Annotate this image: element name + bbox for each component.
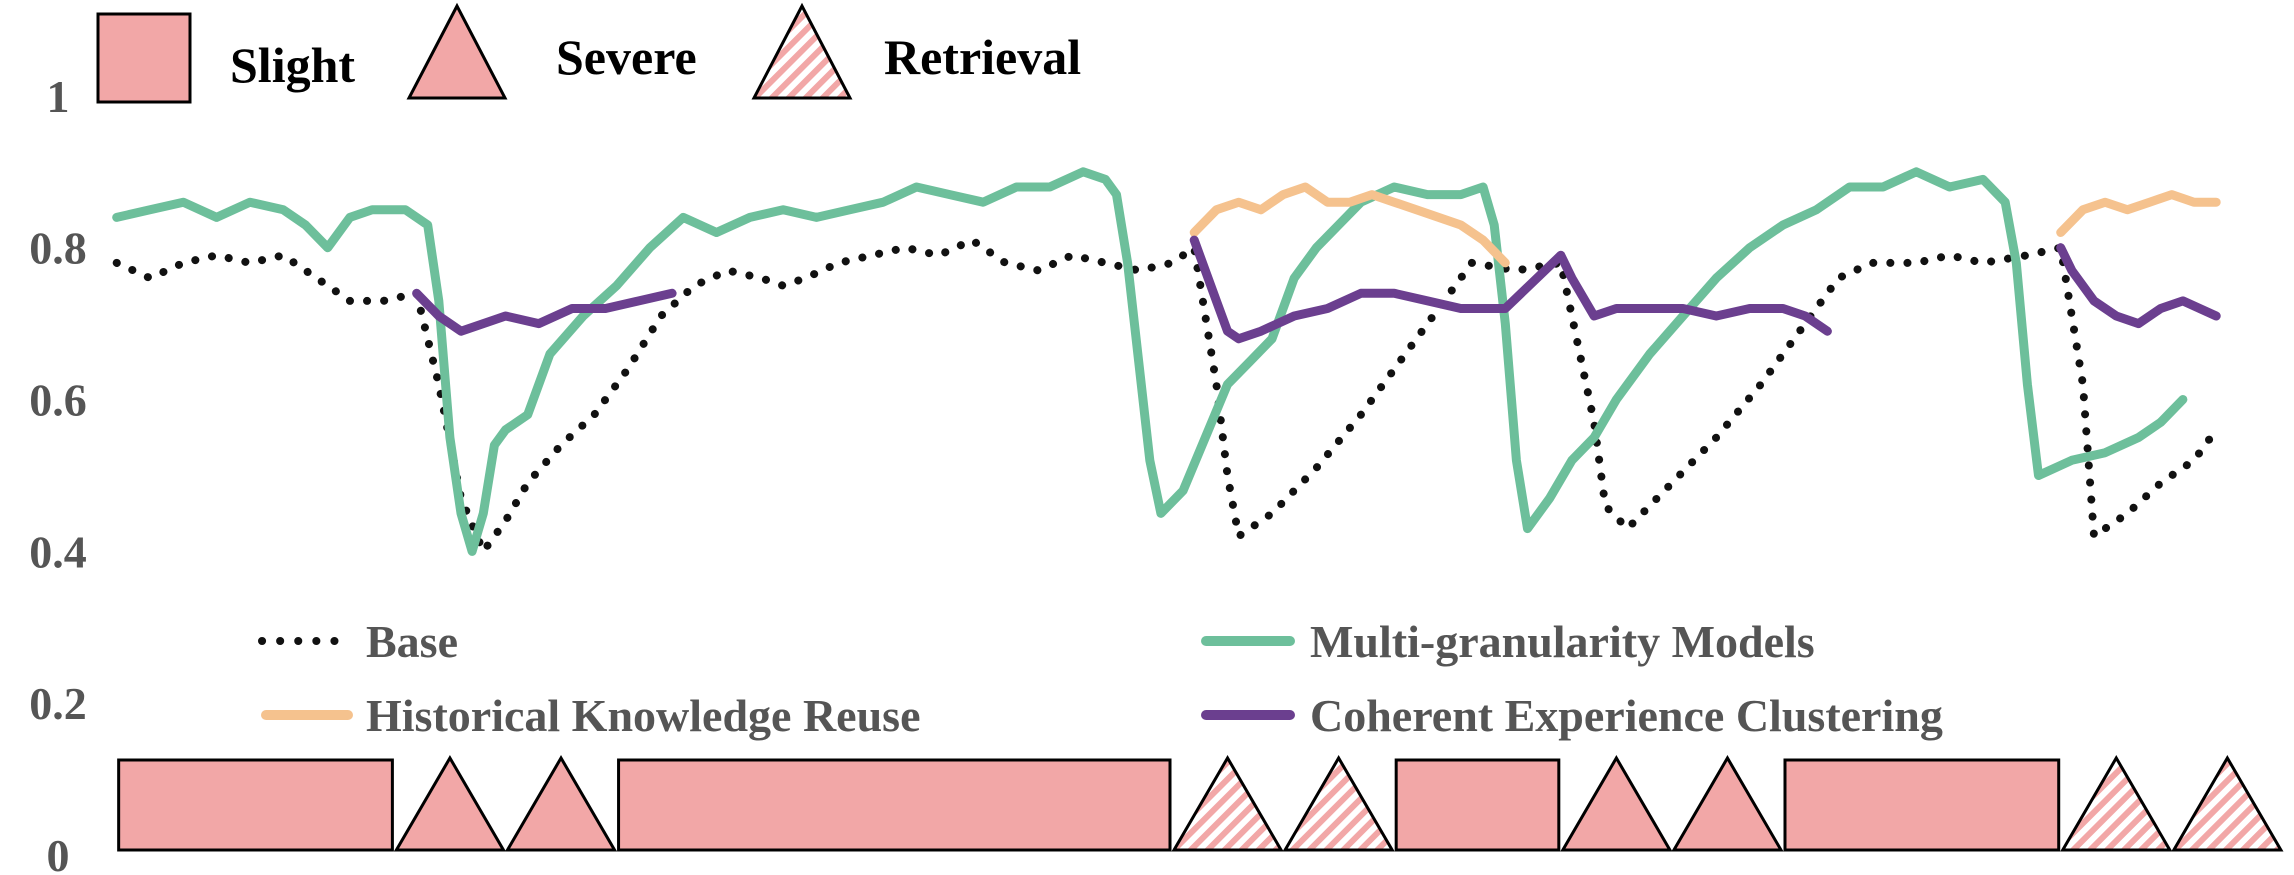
- phase-retrieval: [2171, 755, 2284, 852]
- phase-slight: [117, 758, 394, 852]
- series-layer: [112, 167, 2221, 556]
- phase-retrieval: [2060, 755, 2173, 852]
- legend-label-multi-granularity: Multi-granularity Models: [1310, 616, 1815, 667]
- legend-label-retrieval: Retrieval: [884, 29, 1081, 85]
- y-tick-label: 1: [47, 71, 70, 122]
- series-line-coherent-experience-clustering-2: [1189, 235, 1832, 344]
- phase-slight: [1394, 758, 1561, 852]
- phase-retrieval: [1171, 755, 1284, 852]
- shift-type-legend: Slight Severe Retrieval: [96, 2, 1081, 104]
- y-tick-label: 0.6: [29, 375, 87, 426]
- phase-severe: [1560, 755, 1673, 852]
- series-legend: Base Multi-granularity Models Historical…: [258, 616, 1943, 741]
- series-line-historical-knowledge-reuse-1: [1189, 182, 1510, 268]
- legend-swatch-slight: [96, 12, 192, 104]
- series-line-multi-granularity-models: [112, 167, 2188, 556]
- legend-swatch-severe: [406, 2, 508, 100]
- phase-severe: [504, 755, 618, 852]
- legend-label-severe: Severe: [556, 29, 697, 85]
- legend-label-coherent-experience: Coherent Experience Clustering: [1310, 690, 1943, 741]
- phase-severe: [393, 755, 507, 852]
- series-line-coherent-experience-clustering-3: [2056, 243, 2221, 329]
- y-tick-label: 0.4: [29, 526, 87, 577]
- legend-swatch-retrieval: [751, 2, 853, 100]
- phase-strip: [117, 755, 2284, 852]
- y-tick-label: 0.2: [29, 678, 87, 729]
- legend-label-base: Base: [366, 616, 458, 667]
- y-axis: 0 0.2 0.4 0.6 0.8 1: [29, 71, 87, 875]
- series-line-coherent-experience-clustering-1: [412, 288, 677, 336]
- legend-label-historical-knowledge: Historical Knowledge Reuse: [366, 690, 921, 741]
- phase-retrieval: [1282, 755, 1395, 852]
- phase-slight: [1783, 758, 2061, 852]
- phase-severe: [1671, 755, 1784, 852]
- legend-label-slight: Slight: [230, 37, 355, 93]
- y-tick-label: 0: [47, 830, 70, 875]
- y-tick-label: 0.8: [29, 223, 87, 274]
- series-line-historical-knowledge-reuse-2: [2056, 190, 2221, 237]
- phase-slight: [617, 758, 1172, 852]
